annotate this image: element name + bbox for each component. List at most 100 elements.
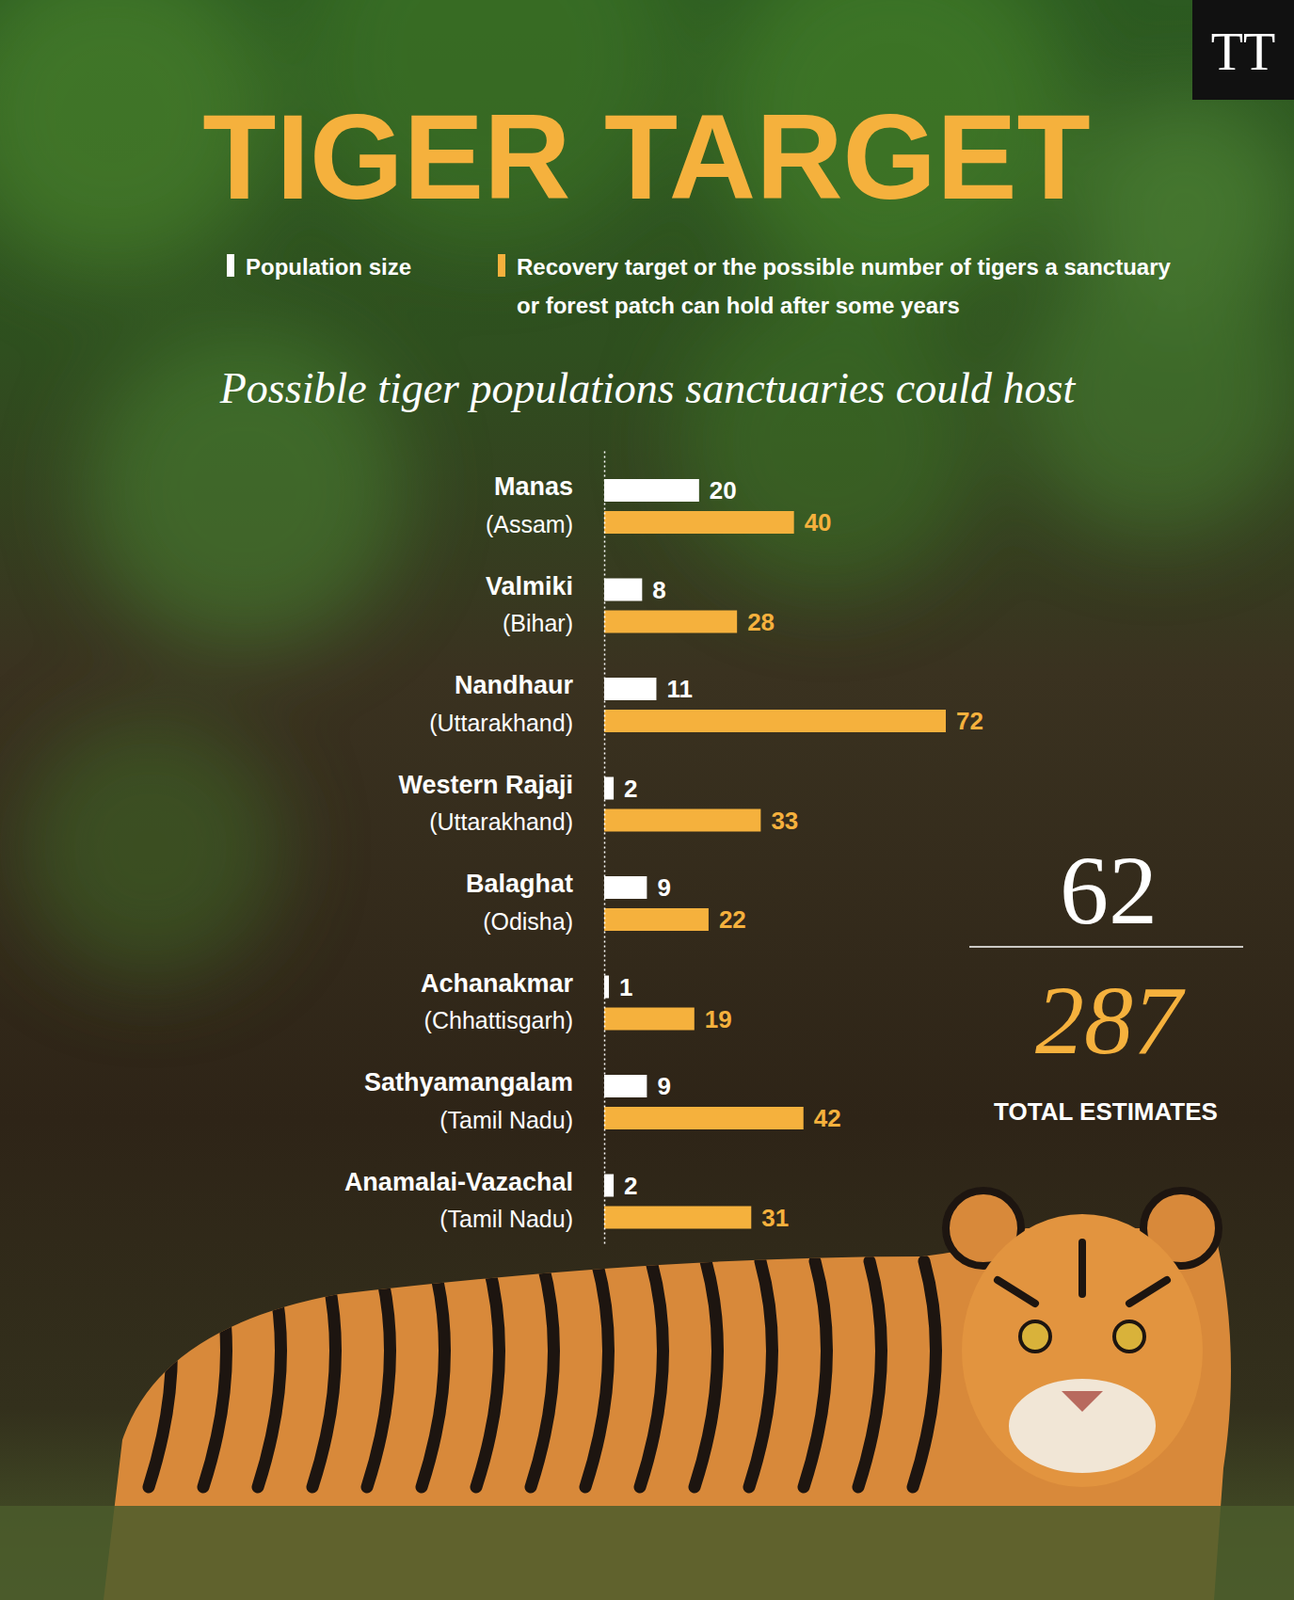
totals: 62287TOTAL ESTIMATES (969, 835, 1244, 1126)
tiger-face-stripe (1078, 1242, 1087, 1294)
tiger-stripe (858, 1261, 882, 1487)
tick-sublabel: (Odisha) (482, 908, 574, 935)
bar (604, 1007, 695, 1031)
bar (604, 511, 795, 534)
data-label: 9 (656, 873, 671, 902)
chart-root: TT TIGER TARGET Population size Recovery ta… (0, 0, 1294, 1600)
tiger-stripe (421, 1261, 446, 1487)
logo: TT (1211, 22, 1276, 81)
total-value: 287 (1035, 965, 1186, 1074)
foliage-blob (677, 291, 979, 593)
tick-sublabel: (Tamil Nadu) (439, 1106, 574, 1134)
tiger-stripe (203, 1261, 227, 1487)
tiger-stripe (803, 1261, 828, 1487)
data-labels: 20811291924028723322194231 (619, 476, 984, 1232)
tiger-stripe (912, 1261, 937, 1487)
bar (604, 1206, 751, 1230)
legend-label: Population size (245, 254, 412, 280)
water (0, 1505, 1294, 1600)
tiger-muzzle (1008, 1378, 1156, 1473)
bar (604, 809, 761, 832)
tick: Balaghat (Odisha) (465, 869, 574, 934)
data-label: 19 (704, 1005, 733, 1034)
data-label: 8 (652, 575, 666, 605)
tick: Sathyamangalam (Tamil Nadu) (364, 1068, 574, 1133)
data-label: 2 (623, 1171, 638, 1200)
tiger-stripes (148, 1261, 937, 1487)
tick-label: Western Rajaji (398, 770, 574, 799)
foliage-blob (1072, 94, 1294, 320)
legend: Population size Recovery target or the po… (226, 254, 1172, 319)
tiger-stripe (476, 1261, 500, 1487)
tiger-face-stripe (997, 1279, 1036, 1304)
legend-line: Population size (245, 254, 412, 280)
bars (604, 479, 946, 1230)
data-label: 22 (718, 905, 747, 934)
bar (604, 677, 656, 701)
tick: Nandhaur (Uttarakhand) (429, 670, 574, 735)
data-label: 2 (623, 774, 638, 803)
bar (604, 1106, 804, 1130)
tick: Western Rajaji (Uttarakhand) (398, 770, 574, 835)
bar (604, 1074, 647, 1098)
tick-label: Anamalai-Vazachal (344, 1167, 574, 1197)
tiger-stripe (639, 1261, 664, 1487)
tick-label: Balaghat (465, 869, 574, 898)
logo-box (1192, 0, 1294, 100)
tiger-face-stripe (1129, 1279, 1167, 1304)
tiger-stripe (367, 1261, 391, 1487)
legend-swatch (497, 254, 506, 277)
legend-line: or forest patch can hold after some year… (516, 292, 960, 319)
tiger-nose (1061, 1390, 1103, 1412)
data-label: 31 (761, 1203, 789, 1232)
tiger-stripe (148, 1261, 173, 1487)
data-label: 33 (770, 806, 799, 835)
bar (604, 610, 737, 634)
tick-sublabel: (Uttarakhand) (429, 808, 574, 835)
tick: Anamalai-Vazachal (Tamil Nadu) (344, 1167, 574, 1232)
tick-sublabel: (Bihar) (502, 609, 574, 637)
title: TIGER TARGET (202, 89, 1090, 224)
tick-label: Manas (494, 472, 574, 501)
data-label: 28 (747, 607, 775, 637)
tick-label: Achanakmar (420, 969, 575, 998)
bar (604, 479, 700, 502)
tick-sublabel: (Chhattisgarh) (424, 1006, 574, 1034)
data-label: 9 (656, 1071, 671, 1101)
legend-line: Recovery target or the possible number o… (516, 254, 1172, 280)
tiger-stripe (749, 1261, 773, 1487)
tick-sublabel: (Assam) (485, 511, 574, 538)
data-label: 40 (804, 508, 832, 537)
data-label: 72 (956, 706, 984, 735)
bar (604, 1174, 614, 1198)
data-label: 11 (666, 674, 693, 703)
total-divider (969, 945, 1244, 948)
data-label: 1 (619, 973, 633, 1002)
tiger-eye (1114, 1321, 1145, 1352)
tiger-eye (1020, 1321, 1051, 1352)
bar (604, 777, 614, 800)
foliage (0, 0, 1294, 979)
legend-label: Recovery target or the possible number o… (516, 254, 1172, 319)
tiger-stripe (585, 1261, 609, 1487)
tick: Valmiki (Bihar) (485, 572, 574, 637)
tick-sublabel: (Uttarakhand) (429, 709, 574, 736)
tick-label: Valmiki (485, 572, 574, 601)
bar (604, 876, 647, 899)
foliage-blob (18, 715, 283, 979)
tick: Manas (Assam) (485, 472, 574, 537)
tiger-head (961, 1214, 1203, 1487)
tick-label: Sathyamangalam (364, 1068, 574, 1097)
total-value: 62 (1059, 835, 1158, 944)
legend-swatch (226, 254, 235, 277)
category-axis: Manas (Assam) Valmiki (Bihar) Nandhaur (Uttar… (344, 451, 606, 1247)
tiger-stripe (530, 1261, 555, 1487)
tick-sublabel: (Tamil Nadu) (439, 1205, 574, 1232)
tiger-stripe (312, 1261, 336, 1487)
bar (604, 709, 946, 733)
tick: Achanakmar (Chhattisgarh) (420, 969, 575, 1034)
bar (604, 578, 642, 602)
bar (604, 908, 709, 931)
data-label: 42 (814, 1103, 842, 1133)
tick-label: Nandhaur (454, 670, 575, 700)
